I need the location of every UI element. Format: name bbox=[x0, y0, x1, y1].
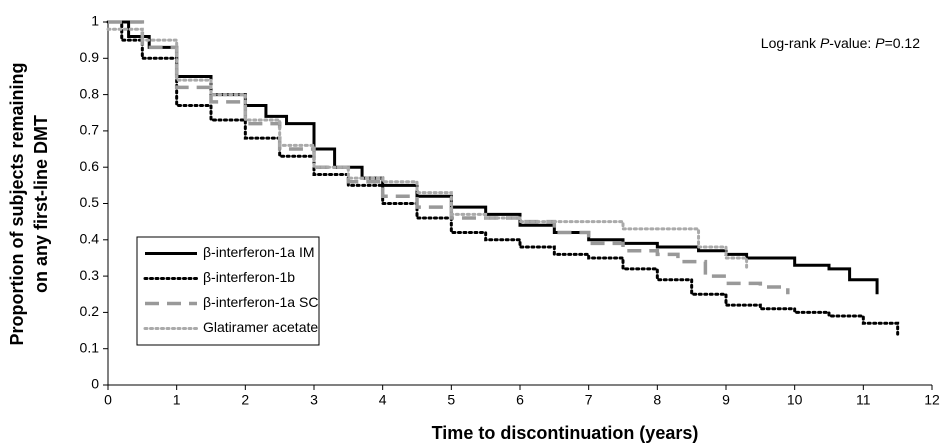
legend-label: β-interferon-1a SC bbox=[203, 294, 318, 310]
x-tick-label: 8 bbox=[653, 392, 661, 408]
annotation-part: -value: bbox=[829, 35, 875, 51]
legend-label: β-interferon-1b bbox=[203, 269, 295, 285]
y-tick-label: 0.2 bbox=[80, 303, 100, 319]
x-axis-label: Time to discontinuation (years) bbox=[432, 423, 699, 443]
x-tick-label: 11 bbox=[856, 392, 871, 408]
x-tick-label: 7 bbox=[585, 392, 593, 408]
annotation: Log-rank P-value: P=0.12 bbox=[761, 35, 920, 51]
survival-line bbox=[106, 27, 749, 271]
x-tick-label: 4 bbox=[379, 392, 387, 408]
y-tick-label: 0.1 bbox=[80, 339, 100, 355]
legend: β-interferon-1a IM β-interferon-1b β-inter… bbox=[136, 236, 320, 346]
x-tick-label: 3 bbox=[310, 392, 318, 408]
y-tick-label: 0.3 bbox=[80, 267, 100, 283]
x-tick-label: 12 bbox=[924, 392, 940, 408]
y-axis-label-line: Proportion of subjects remaining bbox=[7, 62, 27, 345]
y-tick-label: 0.9 bbox=[80, 49, 100, 65]
survival-line bbox=[106, 20, 900, 336]
y-axis-label: Proportion of subjects remaining on any … bbox=[7, 62, 51, 345]
survival-line bbox=[108, 20, 790, 295]
legend-label: β-interferon-1a IM bbox=[203, 244, 315, 260]
y-axis-label-line: on any first-line DMT bbox=[31, 115, 51, 293]
y-tick-label: 0.5 bbox=[80, 194, 100, 210]
y-tick-label: 0.6 bbox=[80, 158, 100, 174]
y-tick-label: 0.8 bbox=[80, 85, 100, 101]
x-tick-label: 10 bbox=[787, 392, 803, 408]
y-tick-label: 0.4 bbox=[80, 231, 100, 247]
annotation-part: P bbox=[875, 35, 885, 51]
annotation-part: P bbox=[820, 35, 830, 51]
x-tick-label: 2 bbox=[241, 392, 249, 408]
x-tick-label: 1 bbox=[173, 392, 181, 408]
x-tick-label: 6 bbox=[516, 392, 524, 408]
annotation-part: =0.12 bbox=[885, 35, 921, 51]
x-tick-label: 5 bbox=[447, 392, 455, 408]
legend-label: Glatiramer acetate bbox=[203, 319, 318, 335]
x-tick-label: 9 bbox=[722, 392, 730, 408]
y-tick-label: 1 bbox=[91, 13, 99, 29]
y-tick-label: 0 bbox=[91, 376, 99, 392]
x-tick-label: 0 bbox=[104, 392, 112, 408]
annotation-part: Log-rank bbox=[761, 35, 820, 51]
y-tick-label: 0.7 bbox=[80, 122, 100, 138]
